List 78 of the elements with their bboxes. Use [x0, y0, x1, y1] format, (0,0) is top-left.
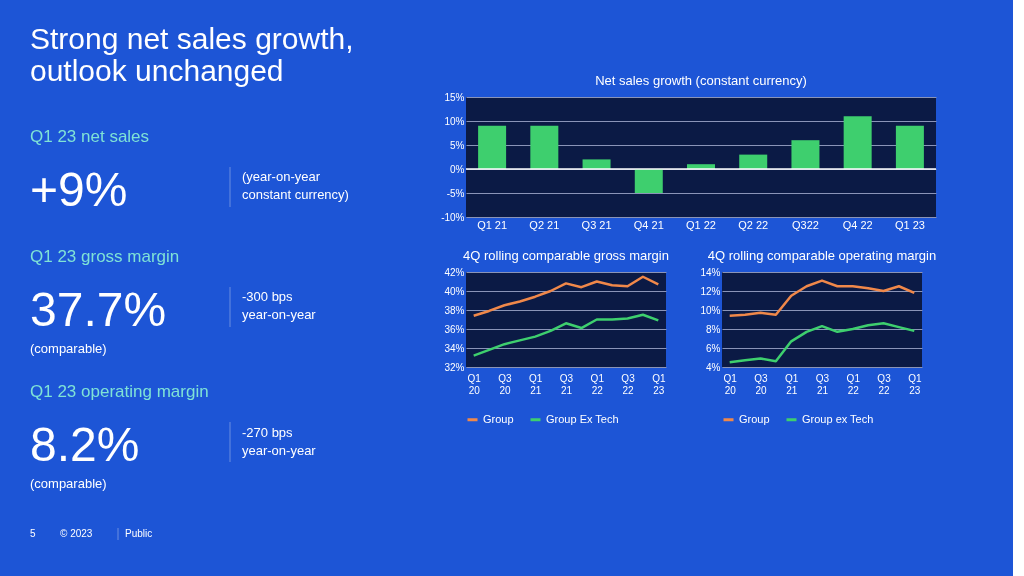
text: 37.7%	[30, 283, 167, 336]
text: (year-on-year	[242, 169, 321, 184]
text: Q1 23 gross margin	[30, 247, 180, 266]
y-tick-label: 0%	[450, 163, 465, 175]
bar	[895, 125, 924, 169]
x-tick-label: Q1 20	[467, 372, 482, 396]
y-tick-label: 34%	[444, 342, 465, 354]
chart-title: Net sales growth (constant currency)	[595, 73, 807, 88]
x-tick-label: Q2 21	[529, 218, 560, 231]
text: constant currency)	[242, 187, 349, 202]
bar	[634, 169, 663, 193]
y-tick-label: 8%	[706, 323, 721, 335]
text: (comparable)	[30, 476, 107, 491]
x-tick-label: Q3 22	[877, 372, 892, 396]
line-series	[472, 313, 660, 357]
bar	[582, 159, 611, 169]
y-tick-label: 14%	[700, 266, 721, 278]
text: (comparable)	[30, 341, 107, 356]
x-tick-label: Q1 21	[785, 372, 799, 396]
text: © 2023	[60, 528, 93, 539]
text: Public	[125, 528, 153, 539]
y-tick-label: -10%	[441, 211, 465, 223]
y-tick-label: 12%	[700, 285, 721, 297]
x-tick-label: Q1 22	[686, 218, 716, 231]
x-tick-label: Q3 20	[754, 372, 769, 396]
text: 8.2%	[30, 418, 140, 471]
text: Strong net sales growth, outlook unchanged	[30, 22, 354, 87]
legend-label: Group ex Tech	[802, 412, 874, 425]
text: Q1 23 operating margin	[30, 382, 209, 401]
line-series	[728, 279, 916, 317]
x-tick-label: Q2 22	[738, 218, 769, 231]
x-tick-label: Q1 22	[590, 372, 605, 396]
x-tick-label: Q1 21	[477, 218, 508, 231]
y-tick-label: 5%	[450, 139, 465, 151]
y-tick-label: 32%	[444, 361, 465, 373]
x-tick-label: Q3 21	[581, 218, 612, 231]
line-series	[472, 275, 660, 317]
text: Q1 23 net sales	[30, 127, 150, 146]
bar	[739, 154, 768, 169]
x-tick-label: Q322	[791, 218, 819, 231]
text: -270 bps	[242, 425, 294, 440]
bar	[791, 140, 820, 169]
x-tick-label: Q1 23	[894, 218, 925, 231]
text: +9%	[30, 163, 128, 216]
bar	[530, 125, 559, 169]
y-tick-label: 15%	[444, 91, 465, 103]
chart-title: 4Q rolling comparable operating margin	[707, 248, 937, 263]
x-tick-label: Q1 21	[529, 372, 543, 396]
y-tick-label: -5%	[446, 187, 465, 199]
x-tick-label: Q1 23	[908, 372, 922, 396]
text: year-on-year	[242, 307, 317, 322]
y-tick-label: 10%	[444, 115, 465, 127]
bar	[478, 125, 507, 169]
legend-label: Group	[739, 412, 770, 425]
text: year-on-year	[242, 443, 317, 458]
x-tick-label: Q3 20	[498, 372, 513, 396]
x-tick-label: Q1 20	[723, 372, 738, 396]
x-tick-label: Q1 22	[846, 372, 861, 396]
x-tick-label: Q4 21	[633, 218, 664, 231]
legend-label: Group	[483, 412, 514, 425]
y-tick-label: 36%	[444, 323, 465, 335]
bar	[843, 116, 872, 169]
y-tick-label: 42%	[444, 266, 465, 278]
x-tick-label: Q1 23	[652, 372, 666, 396]
text: 5	[30, 528, 36, 539]
text: -300 bps	[242, 289, 294, 304]
legend-label: Group Ex Tech	[546, 412, 619, 425]
x-tick-label: Q3 21	[559, 372, 574, 396]
y-tick-label: 6%	[706, 342, 721, 354]
line-series	[728, 322, 916, 364]
chart-title: 4Q rolling comparable gross margin	[463, 248, 669, 263]
y-tick-label: 40%	[444, 285, 465, 297]
x-tick-label: Q3 22	[621, 372, 636, 396]
x-tick-label: Q4 22	[842, 218, 873, 231]
y-tick-label: 10%	[700, 304, 721, 316]
y-tick-label: 38%	[444, 304, 465, 316]
x-tick-label: Q3 21	[815, 372, 830, 396]
y-tick-label: 4%	[706, 361, 721, 373]
